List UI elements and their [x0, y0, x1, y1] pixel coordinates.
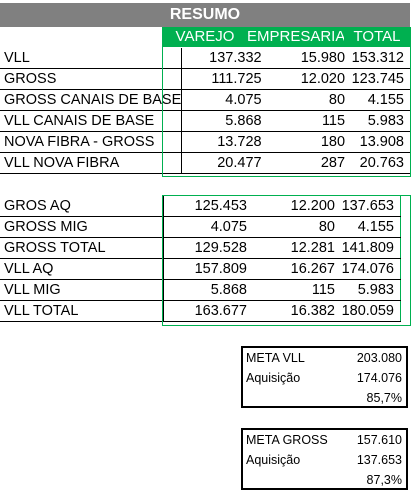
varejo-cell[interactable]: 163.677 — [163, 300, 253, 322]
row-label[interactable]: VLL — [0, 48, 183, 69]
table-row: VLL MIG 5.868 115 5.983 — [0, 279, 401, 301]
table-row: VLL AQ 157.809 16.267 174.076 — [0, 258, 401, 280]
varejo-cell[interactable]: 125.453 — [163, 196, 253, 217]
meta-vll-aq-label: Aquisição — [246, 371, 301, 385]
empresarial-cell[interactable]: 16.382 — [253, 300, 341, 322]
row-label[interactable]: VLL TOTAL — [0, 300, 164, 322]
varejo-cell[interactable]: 157.809 — [163, 258, 253, 280]
meta-vll-aq-value: 174.076 — [356, 371, 402, 385]
header-total: TOTAL — [344, 27, 410, 47]
table-row: VLL 137.332 15.980 153.312 — [0, 48, 411, 69]
empresarial-cell[interactable]: 115 — [253, 279, 341, 301]
total-cell[interactable]: 153.312 — [351, 48, 411, 69]
meta-vll-pct-row: 85,7% — [243, 388, 406, 408]
row-label[interactable]: VLL CANAIS DE BASE — [0, 110, 183, 132]
summary-table-1-body: VLL 137.332 15.980 153.312 GROSS 111.725 12.02… — [0, 48, 411, 174]
summary-title: RESUMO — [0, 3, 410, 27]
row-label[interactable]: VLL MIG — [0, 279, 164, 301]
empresarial-cell[interactable]: 15.980 — [267, 48, 352, 69]
total-cell[interactable]: 141.809 — [341, 237, 401, 259]
meta-vll-aq-row: Aquisição 174.076 — [243, 368, 406, 388]
empresarial-cell[interactable]: 80 — [267, 89, 352, 111]
varejo-cell[interactable]: 20.477 — [181, 152, 268, 174]
meta-vll-pct: 85,7% — [366, 391, 402, 405]
empresarial-cell[interactable]: 115 — [267, 110, 352, 132]
table-row: GROSS 111.725 12.020 123.745 — [0, 68, 411, 90]
empresarial-cell[interactable]: 16.267 — [253, 258, 341, 280]
table-row: GROSS CANAIS DE BASE 4.075 80 4.155 — [0, 89, 411, 111]
table-row: GROS AQ 125.453 12.200 137.653 — [0, 196, 401, 217]
meta-gross-aq-value: 137.653 — [356, 453, 402, 467]
total-cell[interactable]: 180.059 — [341, 300, 401, 322]
meta-vll-row: META VLL 203.080 — [243, 348, 406, 368]
meta-gross-pct-row: 87,3% — [243, 470, 406, 490]
meta-vll-box: META VLL 203.080 Aquisição 174.076 85,7% — [241, 346, 408, 408]
varejo-cell[interactable]: 4.075 — [181, 89, 268, 111]
varejo-cell[interactable]: 13.728 — [181, 131, 268, 153]
meta-vll-value: 203.080 — [356, 351, 402, 365]
varejo-cell[interactable]: 111.725 — [181, 68, 268, 90]
empresarial-cell[interactable]: 287 — [267, 152, 352, 174]
meta-gross-value: 157.610 — [356, 433, 402, 447]
meta-gross-aq-row: Aquisição 137.653 — [243, 450, 406, 470]
meta-gross-aq-label: Aquisição — [246, 453, 301, 467]
empresarial-cell[interactable]: 12.281 — [253, 237, 341, 259]
header-varejo: VAREJO — [163, 27, 247, 47]
table-row: VLL TOTAL 163.677 16.382 180.059 — [0, 300, 401, 322]
meta-gross-row: META GROSS 157.610 — [243, 430, 406, 450]
empresarial-cell[interactable]: 80 — [253, 216, 341, 238]
summary-table-2-body: GROS AQ 125.453 12.200 137.653 GROSS MIG 4.07… — [0, 196, 401, 322]
table-row: GROSS MIG 4.075 80 4.155 — [0, 216, 401, 238]
table-row: NOVA FIBRA - GROSS 13.728 180 13.908 — [0, 131, 411, 153]
total-cell[interactable]: 174.076 — [341, 258, 401, 280]
total-cell[interactable]: 20.763 — [351, 152, 411, 174]
empresarial-cell[interactable]: 180 — [267, 131, 352, 153]
total-cell[interactable]: 5.983 — [341, 279, 401, 301]
row-label[interactable]: GROSS MIG — [0, 216, 164, 238]
table-row: VLL NOVA FIBRA 20.477 287 20.763 — [0, 152, 411, 174]
table-row: VLL CANAIS DE BASE 5.868 115 5.983 — [0, 110, 411, 132]
row-label[interactable]: VLL NOVA FIBRA — [0, 152, 183, 174]
table-row: GROSS TOTAL 129.528 12.281 141.809 — [0, 237, 401, 259]
row-label[interactable]: GROSS TOTAL — [0, 237, 164, 259]
total-cell[interactable]: 4.155 — [341, 216, 401, 238]
row-label[interactable]: NOVA FIBRA - GROSS — [0, 131, 183, 153]
empresarial-cell[interactable]: 12.200 — [253, 196, 341, 217]
meta-vll-label: META VLL — [246, 351, 305, 365]
row-label[interactable]: GROS AQ — [0, 196, 164, 217]
empresarial-cell[interactable]: 12.020 — [267, 68, 352, 90]
meta-gross-box: META GROSS 157.610 Aquisição 137.653 87,… — [241, 428, 408, 490]
total-cell[interactable]: 5.983 — [351, 110, 411, 132]
total-cell[interactable]: 13.908 — [351, 131, 411, 153]
varejo-cell[interactable]: 4.075 — [163, 216, 253, 238]
row-label[interactable]: GROSS — [0, 68, 183, 90]
row-label[interactable]: GROSS CANAIS DE BASE — [0, 89, 183, 111]
varejo-cell[interactable]: 5.868 — [163, 279, 253, 301]
total-cell[interactable]: 4.155 — [351, 89, 411, 111]
row-label[interactable]: VLL AQ — [0, 258, 164, 280]
summary-table-2: GROS AQ 125.453 12.200 137.653 GROSS MIG 4.07… — [0, 196, 401, 322]
varejo-cell[interactable]: 137.332 — [181, 48, 268, 69]
varejo-cell[interactable]: 129.528 — [163, 237, 253, 259]
varejo-cell[interactable]: 5.868 — [181, 110, 268, 132]
total-cell[interactable]: 137.653 — [341, 196, 401, 217]
meta-gross-label: META GROSS — [246, 433, 328, 447]
header-empresarial: EMPRESARIAL — [247, 27, 354, 47]
total-cell[interactable]: 123.745 — [351, 68, 411, 90]
meta-gross-pct: 87,3% — [366, 473, 402, 487]
summary-table-1: VLL 137.332 15.980 153.312 GROSS 111.725 12.02… — [0, 48, 411, 174]
